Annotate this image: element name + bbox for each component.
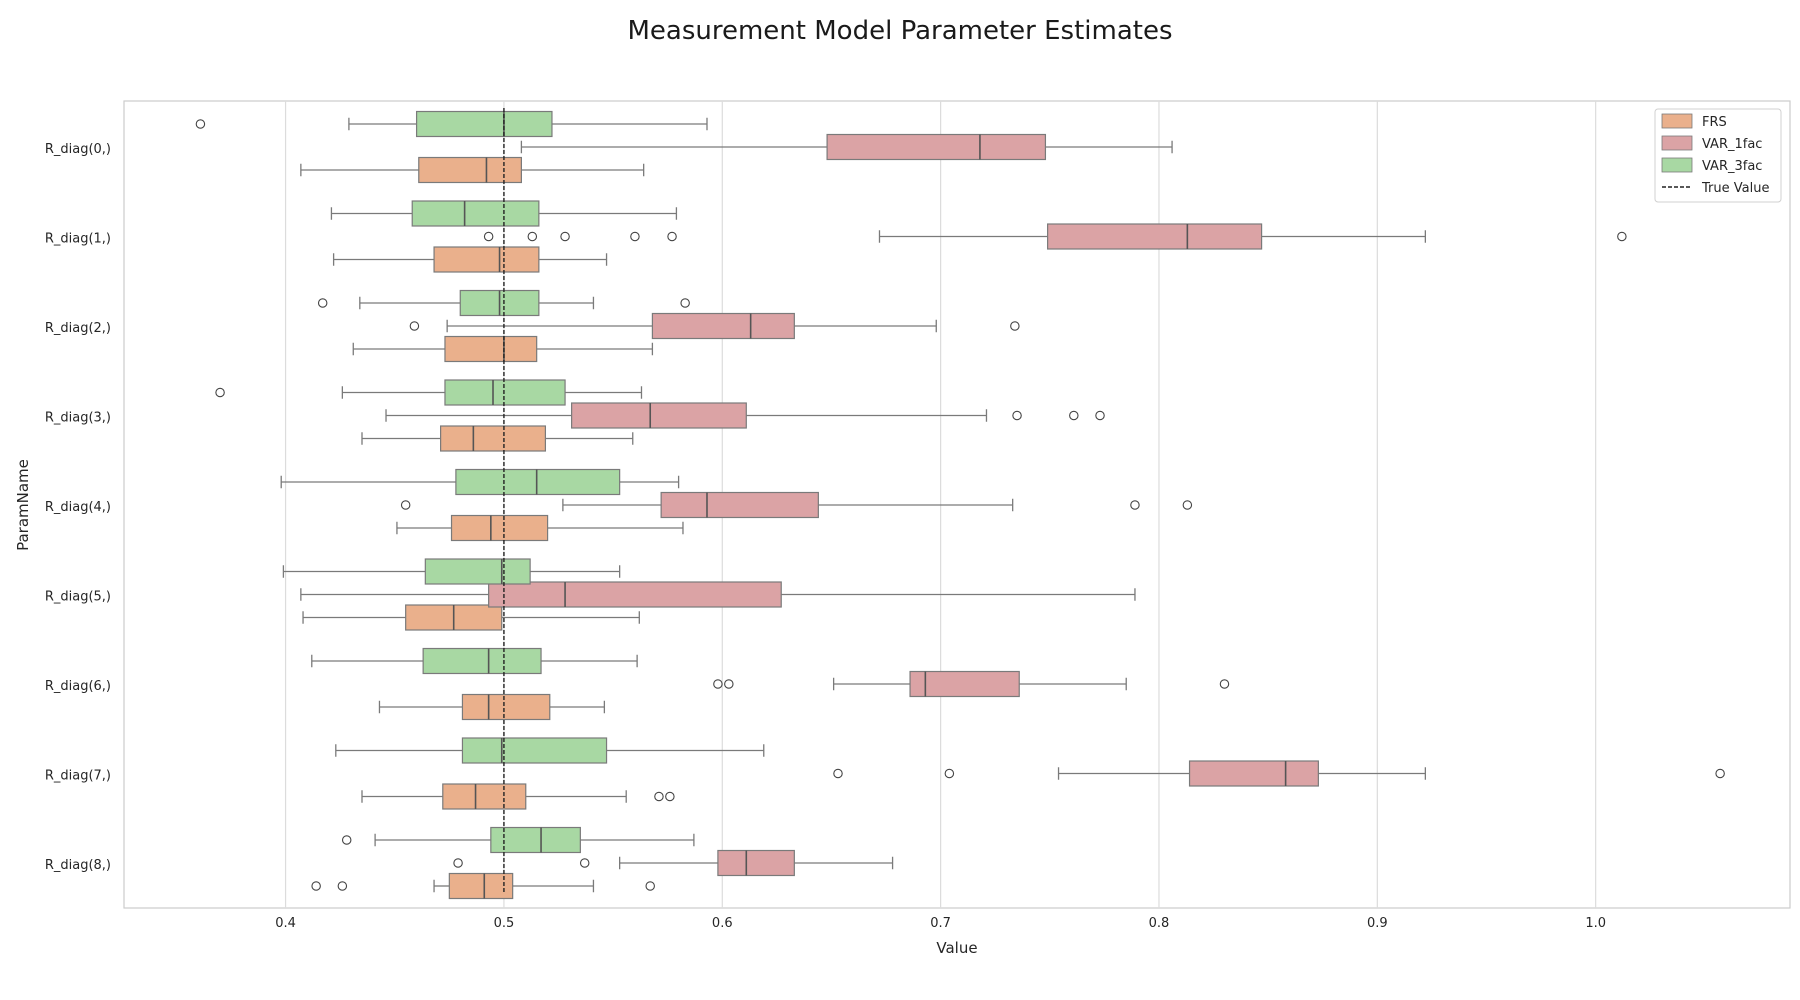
box — [651, 312, 795, 340]
outlier-point — [1130, 500, 1140, 510]
legend-label-frs: FRS — [1702, 115, 1727, 130]
y-tick-label: R_diag(8,) — [45, 858, 111, 873]
y-tick-label: R_diag(5,) — [45, 590, 111, 605]
outlier-point — [1010, 321, 1020, 331]
box — [488, 581, 782, 608]
outlier-point — [483, 231, 494, 242]
y-axis-title: ParamName — [14, 459, 32, 551]
outlier-point — [560, 231, 570, 242]
x-tick-label: 0.9 — [1367, 916, 1388, 931]
outlier-point — [1069, 410, 1079, 421]
x-tick-label: 1.0 — [1585, 916, 1606, 931]
outlier-point — [579, 858, 590, 868]
legend-label-var-1fac: VAR_1fac — [1702, 137, 1762, 152]
box — [1047, 223, 1263, 250]
outlier-point — [409, 321, 420, 331]
outlier-point — [341, 835, 352, 845]
y-tick-label: R_diag(4,) — [45, 500, 111, 515]
outlier-point — [833, 768, 843, 779]
outlier-point — [215, 387, 225, 398]
box — [909, 670, 1020, 698]
y-tick-label: R_diag(1,) — [45, 232, 111, 247]
plot-area-frame — [123, 100, 1791, 909]
y-tick-label: R_diag(7,) — [45, 769, 111, 784]
y-axis-ticks: R_diag(0,) R_diag(1,) R_diag(2,) R_diag(3,)… — [45, 142, 111, 873]
outlier-point — [400, 500, 411, 510]
series-var-3fac — [195, 110, 765, 854]
legend-swatch-var-3fac — [1661, 157, 1693, 173]
box — [444, 379, 566, 406]
outlier-point — [311, 881, 321, 891]
box — [440, 425, 547, 452]
box — [422, 647, 542, 675]
outlier-point — [317, 298, 328, 308]
y-tick-label: R_diag(2,) — [45, 321, 111, 336]
outlier-point — [195, 119, 206, 129]
box — [490, 826, 581, 854]
outlier-point — [453, 858, 463, 868]
legend-swatch-var-1fac — [1661, 135, 1693, 151]
box — [411, 200, 540, 227]
legend-label-var-3fac: VAR_3fac — [1702, 159, 1762, 174]
series-var-1fac — [300, 133, 1725, 877]
box — [450, 514, 549, 542]
x-tick-label: 0.4 — [275, 916, 296, 931]
outlier-point — [1219, 679, 1230, 689]
outlier-point — [1715, 768, 1725, 779]
outlier-point — [1182, 500, 1193, 510]
legend: FRS VAR_1fac VAR_3fac True Value — [1654, 108, 1782, 203]
box — [717, 849, 795, 877]
box — [444, 335, 538, 363]
legend-swatch-frs — [1661, 113, 1693, 129]
outlier-point — [337, 881, 348, 891]
outlier-point — [667, 231, 677, 242]
x-axis-ticks: 0.4 0.5 0.6 0.7 0.8 0.9 1.0 — [275, 916, 1606, 931]
box — [660, 491, 819, 519]
box — [415, 110, 553, 138]
box — [571, 402, 747, 429]
outlier-point — [665, 791, 675, 802]
box — [455, 468, 621, 496]
x-tick-label: 0.6 — [712, 916, 733, 931]
outlier-point — [1617, 231, 1627, 242]
box — [448, 872, 514, 900]
outlier-point — [680, 298, 690, 308]
outlier-point — [654, 791, 664, 802]
box-series — [195, 110, 1725, 900]
y-tick-label: R_diag(3,) — [45, 411, 111, 426]
box — [433, 246, 540, 273]
outlier-point — [630, 231, 640, 242]
box — [826, 133, 1047, 161]
legend-frame — [1654, 108, 1782, 203]
box — [442, 783, 527, 810]
outlier-point — [1012, 410, 1022, 421]
box — [461, 693, 551, 721]
outlier-point — [713, 679, 723, 689]
box — [1188, 760, 1319, 787]
x-tick-label: 0.7 — [930, 916, 951, 931]
box — [461, 737, 608, 764]
chart-title: Measurement Model Parameter Estimates — [627, 16, 1172, 46]
x-tick-label: 0.5 — [494, 916, 515, 931]
outlier-point — [645, 881, 655, 891]
outlier-point — [724, 679, 734, 689]
box — [418, 156, 522, 184]
outlier-point — [944, 768, 955, 779]
x-tick-label: 0.8 — [1149, 916, 1170, 931]
box — [424, 558, 531, 585]
legend-label-true-value: True Value — [1701, 181, 1769, 196]
outlier-point — [527, 231, 538, 242]
y-tick-label: R_diag(0,) — [45, 142, 111, 157]
outlier-point — [1095, 410, 1105, 421]
x-axis-title: Value — [936, 939, 977, 957]
series-frs — [300, 156, 684, 900]
y-tick-label: R_diag(6,) — [45, 679, 111, 694]
